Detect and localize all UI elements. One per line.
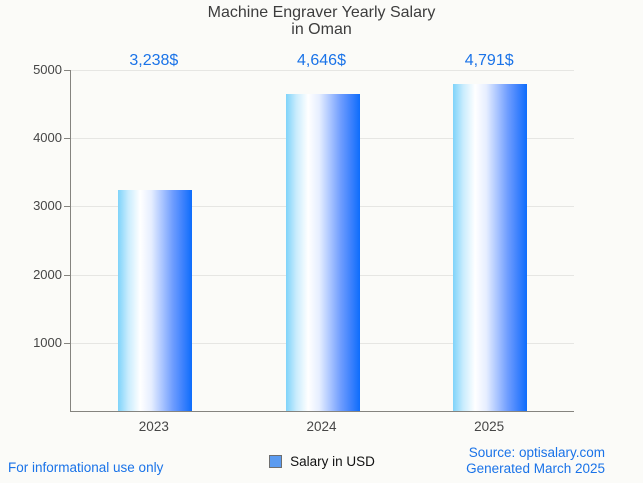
legend-swatch-icon [269, 454, 283, 468]
chart-title: Machine Engraver Yearly Salary in Oman [0, 4, 643, 38]
bar-value-label: 4,646$ [297, 52, 346, 69]
chart-title-line2: in Oman [291, 21, 352, 38]
y-axis-tick [64, 206, 70, 208]
disclaimer-text: For informational use only [8, 460, 164, 475]
y-tick-label: 2000 [33, 266, 62, 282]
x-tick-label: 2025 [474, 419, 505, 434]
chart-title-line1: Machine Engraver Yearly Salary [207, 4, 436, 21]
bar-value-label: 3,238$ [129, 52, 179, 69]
y-axis-tick [64, 70, 70, 71]
plot-area [70, 70, 574, 412]
y-tick-label: 3000 [33, 198, 62, 214]
source-link[interactable]: Source: optisalary.com [468, 445, 605, 460]
gridline [71, 70, 574, 71]
bar-2024[interactable] [285, 94, 360, 411]
bar-2025[interactable] [453, 84, 528, 411]
y-axis-tick [64, 274, 70, 276]
x-tick-label: 2024 [306, 419, 337, 434]
bar-value-label: 4,791$ [464, 52, 514, 69]
y-axis-tick [64, 342, 70, 344]
source-block: Source: optisalary.com Generated March 2… [466, 445, 605, 477]
x-tick-label: 2023 [138, 419, 169, 434]
y-tick-label: 5000 [33, 62, 62, 77]
y-tick-label: 1000 [33, 334, 62, 350]
generated-date: Generated March 2025 [466, 461, 605, 476]
legend: Salary in USD [70, 452, 574, 470]
legend-label: Salary in USD [290, 453, 375, 469]
bar-2023[interactable] [117, 190, 192, 411]
y-axis-tick [64, 138, 70, 140]
y-tick-label: 4000 [33, 130, 62, 146]
